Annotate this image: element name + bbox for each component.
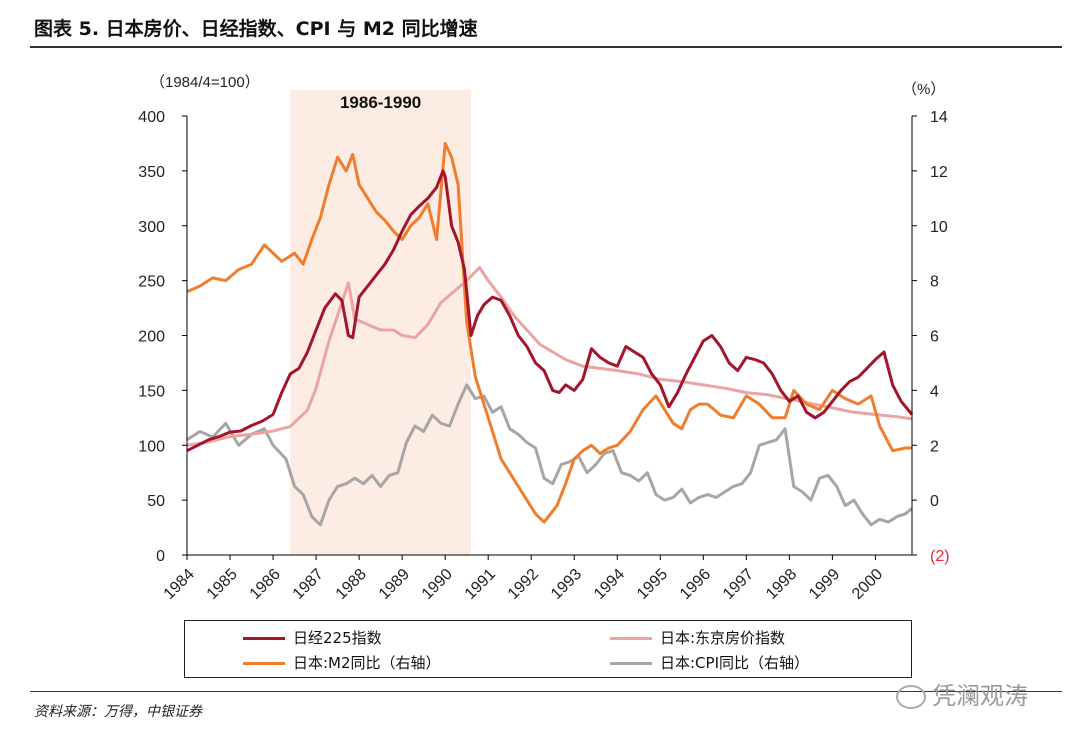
right-tick-label: 0: [930, 493, 939, 510]
watermark-text: 凭澜观涛: [932, 682, 1028, 710]
legend-item-nikkei: 日经225指数: [243, 627, 382, 648]
line-chart: 1986-1990 0 50 100 150 200 250 300 350 400 (2) 0 2 4…: [138, 74, 949, 603]
x-tick-label: 1999: [806, 566, 843, 603]
legend-item-m2: 日本:M2同比（右轴）: [243, 652, 441, 673]
shaded-period-label: 1986-1990: [340, 93, 421, 112]
x-tick-label: 1984: [161, 566, 198, 603]
x-tick-label: 1987: [290, 566, 327, 603]
right-tick-label: 4: [930, 383, 939, 400]
wechat-icon: [896, 685, 926, 709]
x-tick-label: 1998: [763, 566, 800, 603]
legend-swatch-tokyo: [610, 637, 652, 640]
x-tick-label: 1989: [376, 566, 413, 603]
axis-ticks: 0 50 100 150 200 250 300 350 400 (2) 0 2 4 6 8 10 12 14 19…: [138, 109, 949, 603]
legend-label-nikkei: 日经225指数: [293, 629, 382, 647]
right-tick-label: 8: [930, 274, 939, 291]
source-note: 资料来源：万得，中银证券: [34, 704, 202, 720]
x-tick-label: 1988: [333, 566, 370, 603]
left-tick-label: 350: [138, 164, 165, 181]
right-tick-label: 6: [930, 329, 939, 346]
x-tick-label: 1991: [462, 566, 499, 603]
chart-legend: 日经225指数 日本:东京房价指数 日本:M2同比（右轴） 日本:CPI同比（右…: [184, 620, 912, 678]
x-tick-label: 1985: [204, 566, 241, 603]
legend-swatch-nikkei: [243, 637, 285, 640]
legend-label-cpi: 日本:CPI同比（右轴）: [660, 654, 809, 672]
left-tick-label: 0: [156, 548, 165, 565]
x-tick-label: 1996: [677, 566, 714, 603]
left-tick-label: 250: [138, 274, 165, 291]
series-line-m2: [186, 141, 912, 524]
right-tick-label: 14: [930, 109, 948, 126]
x-tick-label: 1994: [591, 566, 628, 603]
series-layer: [186, 141, 914, 527]
x-tick-label: 1997: [720, 566, 757, 603]
series-line-tokyo: [186, 266, 913, 447]
legend-label-tokyo: 日本:东京房价指数: [660, 629, 786, 647]
x-tick-label: 1990: [419, 566, 456, 603]
title-divider: [30, 46, 1062, 48]
figure-title: 图表 5. 日本房价、日经指数、CPI 与 M2 同比增速: [34, 18, 478, 40]
x-tick-label: 1995: [634, 566, 671, 603]
legend-item-cpi: 日本:CPI同比（右轴）: [610, 652, 809, 673]
x-tick-label: 1992: [505, 566, 542, 603]
x-tick-label: 2000: [849, 566, 886, 603]
right-tick-label: 2: [930, 438, 939, 455]
right-axis-unit: （%）: [902, 81, 945, 98]
right-tick-label: 12: [930, 164, 948, 181]
left-tick-label: 300: [138, 219, 165, 236]
legend-swatch-cpi: [610, 662, 652, 665]
watermark: 凭澜观涛: [896, 676, 1028, 711]
x-tick-label: 1993: [548, 566, 585, 603]
right-tick-label: 10: [930, 219, 948, 236]
left-tick-label: 400: [138, 109, 165, 126]
left-tick-label: 100: [138, 438, 165, 455]
left-tick-label: 200: [138, 329, 165, 346]
legend-swatch-m2: [243, 662, 285, 665]
x-tick-label: 1986: [247, 566, 284, 603]
legend-label-m2: 日本:M2同比（右轴）: [293, 654, 441, 672]
right-tick-label: (2): [930, 548, 950, 565]
left-tick-label: 50: [147, 493, 165, 510]
left-tick-label: 150: [138, 383, 165, 400]
series-line-cpi: [186, 383, 913, 527]
source-divider: [30, 691, 1062, 692]
legend-item-tokyo: 日本:东京房价指数: [610, 627, 785, 648]
left-axis-unit: （1984/4=100）: [150, 74, 260, 91]
series-line-nikkei: [186, 169, 914, 453]
